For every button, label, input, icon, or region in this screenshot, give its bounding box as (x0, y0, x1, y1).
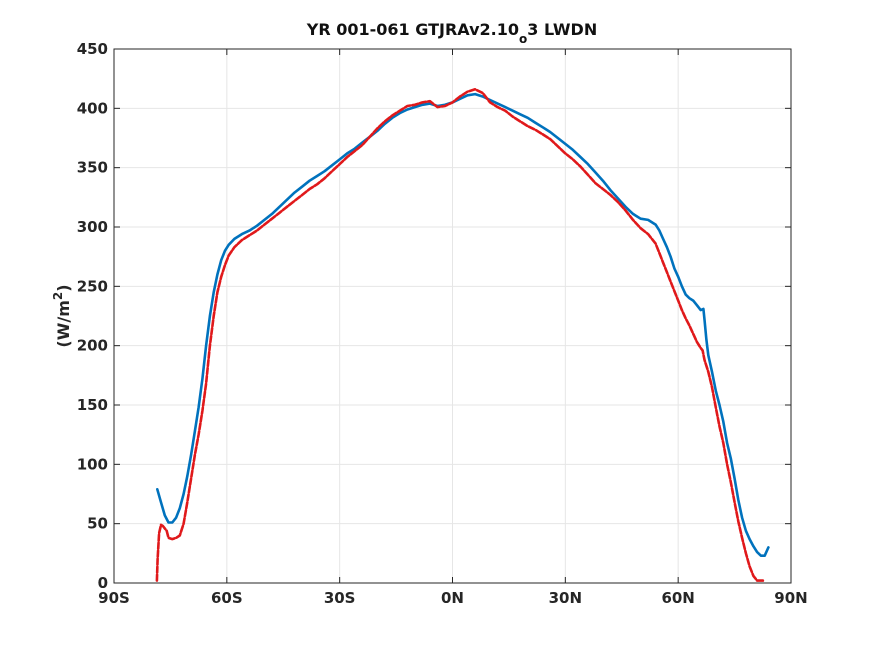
x-tick-label: 60N (661, 589, 694, 607)
y-tick-label: 350 (77, 159, 108, 177)
x-tick-label: 30N (549, 589, 582, 607)
y-tick-labels: 0 50 100 150 200 250 300 350 400 450 (77, 40, 108, 592)
y-tick-label: 200 (77, 337, 108, 355)
y-tick-label: 0 (98, 574, 108, 592)
y-tick-label: 50 (87, 515, 108, 533)
y-tick-label: 100 (77, 455, 108, 473)
x-tick-label: 0N (441, 589, 464, 607)
axes (113, 48, 792, 584)
y-axis-label: (W/m2) (51, 284, 73, 347)
y-tick-label: 150 (77, 396, 108, 414)
x-tick-label: 60S (211, 589, 243, 607)
x-tick-label: 30S (324, 589, 356, 607)
series-layer (155, 88, 770, 582)
chart-title: YR 001-061 GTJRAv2.10o3 LWDN (306, 20, 597, 46)
y-tick-label: 450 (77, 40, 108, 58)
y-tick-label: 400 (77, 99, 108, 117)
x-tick-label: 90S (98, 589, 130, 607)
x-tick-labels: 90S 60S 30S 0N 30N 60N 90N (98, 589, 808, 607)
series-line-2 (155, 88, 766, 582)
series-line-1 (156, 92, 770, 557)
y-tick-label: 250 (77, 277, 108, 295)
x-tick-label: 90N (774, 589, 807, 607)
y-tick-label: 300 (77, 218, 108, 236)
